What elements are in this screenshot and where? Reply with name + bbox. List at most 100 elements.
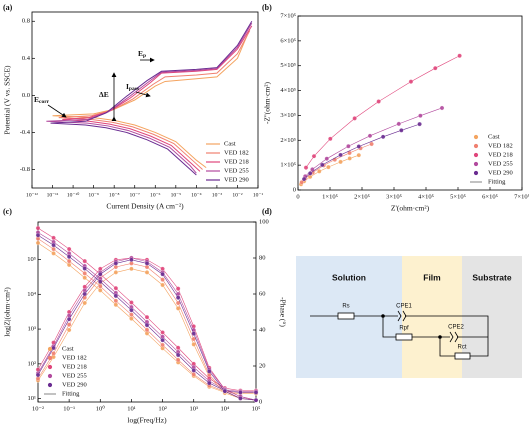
- panel-label: (a): [3, 3, 13, 12]
- y-axis-title: -Z''(ohm·cm²): [263, 81, 272, 124]
- y2-tick-label: 0: [259, 398, 262, 405]
- annotation-text: E: [34, 95, 39, 104]
- fit-line: [304, 107, 443, 177]
- legend-marker: [473, 161, 479, 167]
- marker: [160, 282, 165, 288]
- x-tick-label: 10⁻²: [32, 405, 44, 412]
- legend-label: VED 290: [224, 176, 249, 183]
- y-tick-label: 1×10⁵: [280, 162, 296, 169]
- marker: [113, 298, 119, 304]
- marker: [457, 53, 462, 59]
- legend-marker: [47, 373, 53, 379]
- x-tick-label: 4×10⁵: [418, 193, 434, 200]
- y-tick-label: 0.8: [22, 18, 30, 25]
- marker: [51, 246, 56, 252]
- marker: [175, 345, 181, 351]
- panel-label: (c): [3, 207, 12, 216]
- line: [46, 22, 253, 174]
- marker: [418, 113, 423, 118]
- y-tick-label: 0.4: [22, 55, 31, 62]
- marker: [253, 397, 259, 403]
- marker: [160, 277, 165, 282]
- marker: [320, 162, 325, 168]
- y-tick-label: -0.8: [20, 166, 30, 173]
- y-tick-label: 10⁴: [27, 291, 37, 298]
- marker: [129, 307, 134, 313]
- region-label: Substrate: [472, 272, 511, 282]
- marker: [238, 396, 243, 401]
- y-tick-label: 4×10⁵: [280, 87, 296, 94]
- marker: [380, 134, 386, 140]
- marker: [317, 169, 322, 174]
- annotation-sub: pass: [129, 86, 139, 92]
- marker: [82, 258, 87, 264]
- x-tick-label: 10⁻¹: [253, 192, 264, 198]
- legend-label: VED 218: [62, 363, 87, 370]
- x-tick-label: 0: [296, 193, 299, 200]
- x-tick-label: 10⁻⁸: [109, 192, 120, 198]
- legend-marker: [47, 355, 53, 361]
- marker: [82, 271, 87, 276]
- line: [62, 25, 253, 172]
- marker: [98, 279, 103, 284]
- legend-marker: [473, 170, 479, 176]
- marker: [367, 133, 373, 139]
- y-tick-label: 10¹: [28, 395, 37, 402]
- marker: [82, 266, 87, 271]
- marker: [129, 312, 134, 317]
- y2-tick-label: 80: [259, 254, 266, 261]
- marker: [303, 165, 309, 170]
- marker: [369, 141, 374, 147]
- y-tick-label: 10⁵: [27, 256, 36, 263]
- marker: [160, 342, 165, 348]
- marker: [175, 295, 181, 300]
- y-tick-label: 0: [293, 186, 296, 193]
- marker: [326, 164, 331, 170]
- marker: [175, 286, 181, 291]
- legend-marker: [47, 382, 53, 388]
- marker: [175, 357, 181, 363]
- marker: [160, 271, 165, 277]
- legend-marker: [47, 364, 53, 370]
- x-tick-label: 10⁴: [220, 405, 230, 412]
- x-tick-label: 10⁻⁶: [150, 192, 161, 198]
- region-label: Solution: [332, 272, 366, 282]
- x-tick-label: 10¹: [127, 405, 136, 412]
- y-axis-title: Potential (V vs. SSCE): [3, 65, 12, 135]
- legend-label: Fitting: [488, 178, 506, 185]
- panel-label: (b): [262, 3, 272, 12]
- legend-label: VED 255: [488, 160, 513, 167]
- y-tick-label: 10²: [28, 360, 37, 367]
- marker: [66, 327, 72, 333]
- marker: [207, 380, 212, 386]
- component-label: Rpf: [399, 326, 409, 332]
- legend-label: VED 182: [488, 142, 513, 149]
- marker: [129, 266, 134, 272]
- x-tick-label: 5×10⁵: [450, 193, 466, 200]
- marker: [129, 257, 134, 263]
- y2-tick-label: 20: [259, 362, 266, 369]
- y2-axis-title: -Phase (°): [278, 297, 287, 327]
- x-tick-label: 2×10⁵: [354, 193, 370, 200]
- marker: [144, 314, 150, 320]
- marker: [66, 254, 72, 260]
- x-tick-label: 10⁵: [252, 405, 261, 412]
- marker: [338, 152, 343, 158]
- marker: [175, 352, 181, 358]
- legend-label: VED 218: [224, 158, 249, 165]
- marker: [144, 261, 150, 266]
- fit-line: [305, 55, 460, 168]
- marker: [238, 390, 243, 395]
- marker: [82, 275, 87, 280]
- x-tick-label: 10⁻⁹: [88, 192, 99, 198]
- legend-label: Fitting: [62, 390, 80, 397]
- marker: [191, 368, 196, 373]
- x-tick-label: 10⁻²: [232, 192, 243, 198]
- y-tick-label: 0.0: [22, 92, 30, 99]
- marker: [191, 331, 196, 336]
- marker: [98, 271, 103, 277]
- marker: [66, 262, 72, 268]
- component-label: CPE1: [396, 304, 412, 310]
- marker: [399, 128, 404, 133]
- marker: [82, 291, 87, 297]
